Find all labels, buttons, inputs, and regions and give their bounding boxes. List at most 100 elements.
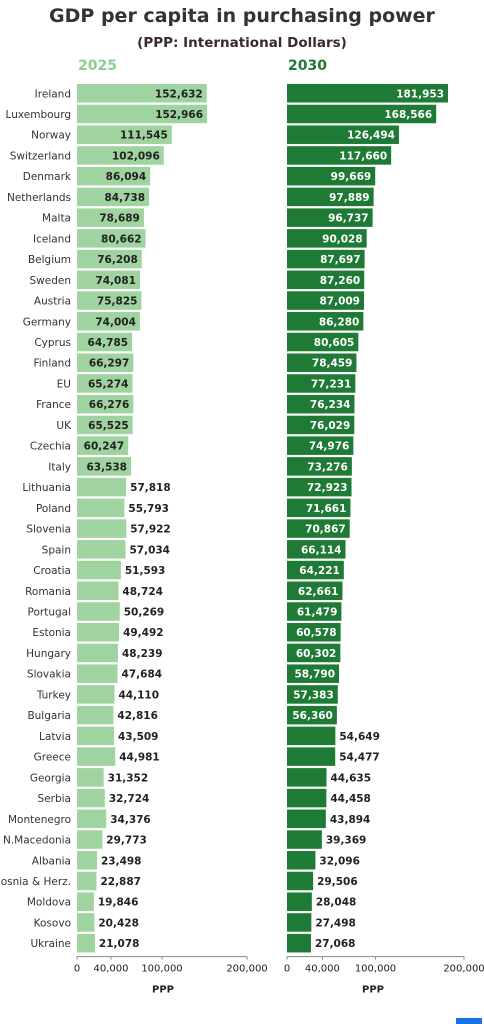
bar-2030 bbox=[287, 602, 342, 621]
category-label: Finland bbox=[33, 358, 71, 370]
bar-2025 bbox=[77, 104, 208, 124]
value-label: 64,785 bbox=[88, 337, 129, 349]
bar-2025 bbox=[77, 726, 114, 746]
value-label: 43,894 bbox=[330, 814, 371, 826]
value-label: 57,034 bbox=[129, 544, 170, 556]
bar-2030 bbox=[287, 415, 355, 435]
value-label: 61,479 bbox=[297, 607, 338, 619]
bar-2025 bbox=[77, 851, 97, 870]
value-label: 117,660 bbox=[339, 150, 387, 162]
x-tick-label: 200,000 bbox=[226, 964, 267, 975]
value-label: 54,477 bbox=[339, 752, 380, 764]
value-label: 74,081 bbox=[95, 275, 136, 287]
value-label: 23,498 bbox=[101, 855, 142, 867]
bar-2030 bbox=[287, 436, 354, 455]
bar-2030 bbox=[287, 166, 376, 186]
category-label: Romania bbox=[25, 586, 71, 598]
bar-2030 bbox=[287, 747, 336, 766]
category-label: Sweden bbox=[30, 275, 72, 287]
bar-2030 bbox=[287, 540, 346, 559]
value-label: 65,274 bbox=[88, 378, 129, 390]
category-label: Czechia bbox=[30, 441, 71, 453]
value-label: 39,369 bbox=[326, 835, 367, 847]
value-label: 76,208 bbox=[97, 254, 138, 266]
category-label: Iceland bbox=[33, 233, 71, 245]
bar-2025 bbox=[77, 830, 103, 849]
value-label: 76,234 bbox=[310, 399, 351, 411]
value-label: 48,724 bbox=[122, 586, 163, 598]
value-label: 55,793 bbox=[128, 503, 169, 515]
bar-2030 bbox=[287, 477, 352, 497]
category-label: Belgium bbox=[28, 254, 71, 266]
bar-2030 bbox=[287, 871, 314, 891]
category-label: Slovenia bbox=[26, 524, 71, 536]
category-label: Denmark bbox=[23, 171, 72, 183]
bar-2025 bbox=[77, 892, 94, 911]
chart-subtitle: (PPP: International Dollars) bbox=[137, 35, 347, 51]
bar-2030 bbox=[287, 84, 449, 103]
category-label: Portugal bbox=[28, 607, 72, 619]
category-label: EU bbox=[57, 378, 71, 390]
category-label: N.Macedonia bbox=[3, 835, 71, 847]
value-label: 66,276 bbox=[89, 399, 130, 411]
bar-2025 bbox=[77, 415, 133, 435]
bar-2025 bbox=[77, 208, 144, 227]
bar-2025 bbox=[77, 519, 127, 538]
bar-2030 bbox=[287, 229, 367, 248]
value-label: 181,953 bbox=[396, 88, 444, 100]
value-label: 28,048 bbox=[316, 897, 357, 909]
category-label: Malta bbox=[42, 213, 71, 225]
value-label: 34,376 bbox=[110, 814, 151, 826]
value-label: 50,269 bbox=[124, 607, 165, 619]
x-tick-label: 100,000 bbox=[141, 964, 182, 975]
bar-2030 bbox=[287, 125, 399, 144]
bar-2025 bbox=[77, 768, 104, 787]
value-label: 44,635 bbox=[331, 772, 372, 784]
category-label: Lithuania bbox=[22, 482, 71, 494]
bar-2030 bbox=[287, 622, 341, 642]
category-label: Germany bbox=[23, 316, 71, 328]
category-label: Bosnia & Herz. bbox=[0, 876, 71, 888]
bar-2030 bbox=[287, 104, 437, 124]
value-label: 57,383 bbox=[293, 689, 334, 701]
bar-2025 bbox=[77, 664, 118, 683]
bar-2030 bbox=[287, 892, 312, 911]
category-label: Serbia bbox=[38, 793, 71, 805]
x-tick-label: 0 bbox=[284, 964, 290, 975]
value-label: 62,661 bbox=[298, 586, 339, 598]
bar-2025 bbox=[77, 622, 120, 642]
corner-mark bbox=[456, 1018, 482, 1024]
value-label: 168,566 bbox=[384, 109, 432, 121]
bar-2025 bbox=[77, 166, 151, 186]
bar-2030 bbox=[287, 726, 336, 746]
bar-2030 bbox=[287, 788, 327, 808]
panel-2030: 2030 181,953 168,566 126,494 117,660 99,669 97… bbox=[284, 58, 484, 996]
value-label: 43,509 bbox=[118, 731, 159, 743]
value-label: 70,867 bbox=[305, 524, 346, 536]
value-label: 31,352 bbox=[108, 772, 149, 784]
value-label: 58,790 bbox=[294, 669, 335, 681]
category-label: Albania bbox=[32, 855, 71, 867]
category-label: France bbox=[36, 399, 71, 411]
category-label: Georgia bbox=[30, 772, 71, 784]
value-label: 80,662 bbox=[101, 233, 142, 245]
bar-2025 bbox=[77, 187, 150, 207]
bar-2025 bbox=[77, 913, 95, 932]
bar-2025 bbox=[77, 332, 133, 352]
bar-2030 bbox=[287, 312, 364, 331]
panel-label-2025: 2025 bbox=[78, 58, 117, 74]
bar-2030 bbox=[287, 146, 392, 165]
category-label: Montenegro bbox=[8, 814, 71, 826]
bar-2030 bbox=[287, 809, 326, 829]
bar-2025 bbox=[77, 229, 146, 248]
bar-2030 bbox=[287, 519, 350, 538]
value-label: 21,078 bbox=[99, 938, 140, 950]
bar-2030 bbox=[287, 705, 337, 725]
bar-2025 bbox=[77, 394, 134, 414]
panel-2025: 2025 Ireland 152,632 Luxembourg 152,966 Norwa… bbox=[0, 58, 268, 996]
value-label: 44,458 bbox=[330, 793, 371, 805]
category-label: Netherlands bbox=[7, 192, 71, 204]
value-label: 84,738 bbox=[104, 192, 145, 204]
bar-2030 bbox=[287, 457, 352, 476]
